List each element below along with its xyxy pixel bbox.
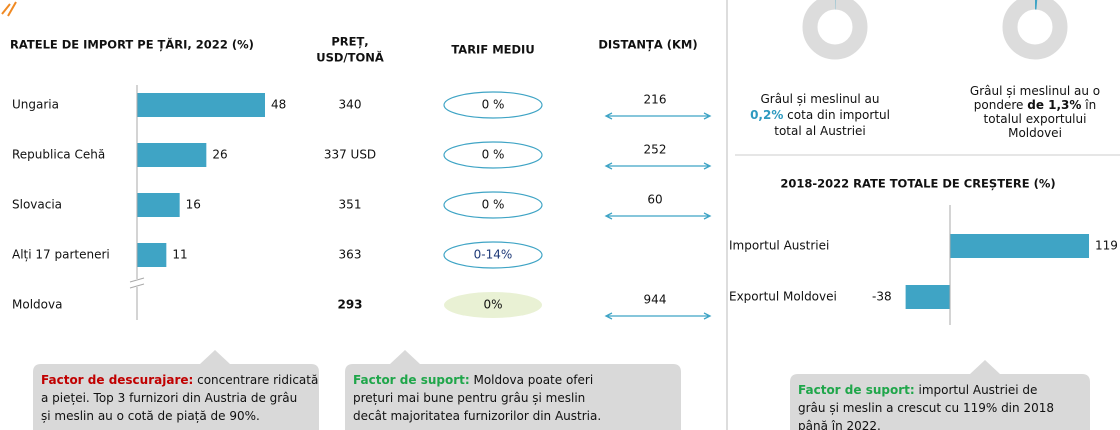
- tariff: 0%: [483, 298, 502, 312]
- chart-title: 2018-2022 RATE TOTALE DE CREȘTERE (%): [780, 177, 1055, 191]
- callout-text: Factor de descurajare: concentrare ridic…: [41, 373, 318, 387]
- value-label: 16: [186, 198, 201, 212]
- column-header: PREȚ,: [331, 35, 368, 49]
- tariff: 0 %: [482, 148, 505, 162]
- logo-fragment: [1, 1, 17, 17]
- category-label: Exportul Moldovei: [729, 290, 837, 304]
- caption-part: cota din importul: [783, 108, 890, 122]
- distance-arrow: [604, 112, 712, 120]
- callout-line: grâu și meslin a crescut cu 119% din 201…: [798, 401, 1054, 415]
- callout-line: până în 2022.: [798, 419, 881, 430]
- caption-part: în: [1081, 98, 1096, 112]
- value-label: 11: [172, 248, 187, 262]
- caption-part: Grâul și meslinul au o: [970, 84, 1100, 98]
- value-label: 48: [271, 98, 286, 112]
- category-label: Slovacia: [12, 198, 62, 212]
- tariff-pill: [443, 91, 543, 119]
- category-label: Importul Austriei: [729, 239, 829, 253]
- callout-box: [33, 350, 319, 430]
- price: 363: [339, 248, 362, 262]
- bar: [137, 93, 265, 117]
- tariff-pill: [443, 241, 543, 269]
- distance-arrow: [604, 212, 712, 220]
- callout-label: Factor de suport:: [353, 373, 470, 387]
- distance: 60: [647, 193, 662, 207]
- donut-caption: pondere de 1,3% în: [974, 98, 1096, 112]
- callout-line: a pieței. Top 3 furnizori din Austria de…: [41, 391, 297, 405]
- bar: [950, 234, 1090, 258]
- callout-line: concentrare ridicată: [193, 373, 318, 387]
- donut-caption: totalul exportului: [984, 112, 1087, 126]
- callout-box: [790, 360, 1090, 430]
- price: 351: [339, 198, 362, 212]
- callout-line: decât majoritatea furnizorilor din Austr…: [353, 409, 601, 423]
- callout-line: prețuri mai bune pentru grâu și meslin: [353, 391, 585, 405]
- price: 337 USD: [324, 148, 376, 162]
- value-label: -38: [872, 290, 892, 304]
- callout-line: și meslin au o cotă de piață de 90%.: [41, 409, 260, 423]
- caption-part: de 1,3%: [1027, 98, 1081, 112]
- distance: 216: [644, 93, 667, 107]
- distance-arrow: [604, 312, 712, 320]
- callout-text: până în 2022.: [798, 419, 881, 430]
- donut-caption: total al Austriei: [774, 124, 866, 138]
- caption-part: Moldovei: [1008, 126, 1062, 140]
- caption-part: Grâul și meslinul au: [760, 92, 879, 106]
- bar: [137, 243, 167, 267]
- category-label: Ungaria: [12, 98, 59, 112]
- tariff-pill: [443, 141, 543, 169]
- donut-caption: Moldovei: [1008, 126, 1062, 140]
- callout-line: Moldova poate oferi: [470, 373, 594, 387]
- caption-part: total al Austriei: [774, 124, 866, 138]
- chart-title: RATELE DE IMPORT PE ȚĂRI, 2022 (%): [10, 37, 254, 52]
- caption-part: 0,2%: [750, 108, 783, 122]
- tariff-pill: [444, 292, 542, 318]
- distance: 944: [644, 293, 667, 307]
- donut-caption: Grâul și meslinul au o: [970, 84, 1100, 98]
- bar: [905, 285, 950, 309]
- value-label: 26: [212, 148, 227, 162]
- callout-line: importul Austriei de: [915, 383, 1038, 397]
- column-header: USD/TONĂ: [316, 50, 384, 65]
- distance: 252: [644, 143, 667, 157]
- category-label: Alți 17 parteneri: [12, 248, 110, 262]
- column-header: DISTANȚA (KM): [598, 38, 697, 52]
- tariff: 0-14%: [474, 248, 513, 262]
- value-label: 119: [1095, 239, 1118, 253]
- callout-text: a pieței. Top 3 furnizori din Austria de…: [41, 391, 297, 405]
- price: 293: [337, 298, 362, 312]
- category-label: Republica Cehă: [12, 148, 105, 162]
- tariff: 0 %: [482, 98, 505, 112]
- donut-caption: 0,2% cota din importul: [750, 108, 890, 122]
- callout-label: Factor de descurajare:: [41, 373, 193, 387]
- callout-text: Factor de suport: importul Austriei de: [798, 383, 1037, 397]
- callout-text: Factor de suport: Moldova poate oferi: [353, 373, 593, 387]
- bar: [137, 193, 180, 217]
- callout-text: prețuri mai bune pentru grâu și meslin: [353, 391, 585, 405]
- callout-text: grâu și meslin a crescut cu 119% din 201…: [798, 401, 1054, 415]
- tariff: 0 %: [482, 198, 505, 212]
- callout-label: Factor de suport:: [798, 383, 915, 397]
- tariff-pill: [443, 191, 543, 219]
- callout-text: decât majoritatea furnizorilor din Austr…: [353, 409, 601, 423]
- price: 340: [339, 98, 362, 112]
- category-label: Moldova: [12, 298, 62, 312]
- bar: [137, 143, 207, 167]
- distance-arrow: [604, 162, 712, 170]
- donut-caption: Grâul și meslinul au: [760, 92, 879, 106]
- axis-break: [129, 277, 145, 289]
- caption-part: totalul exportului: [984, 112, 1087, 126]
- column-header: TARIF MEDIU: [451, 43, 534, 57]
- callout-text: și meslin au o cotă de piață de 90%.: [41, 409, 260, 423]
- callout-box: [345, 350, 681, 430]
- caption-part: pondere: [974, 98, 1027, 112]
